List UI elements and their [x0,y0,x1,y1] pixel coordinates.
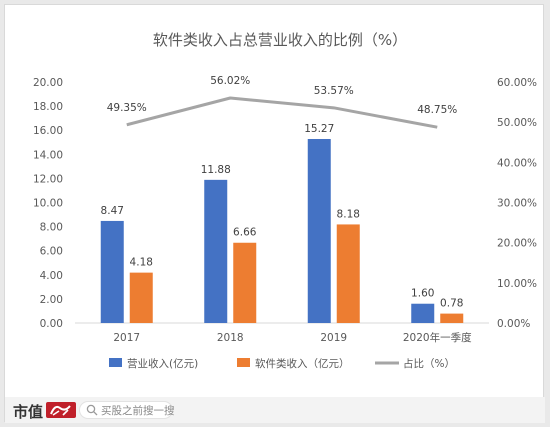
bar [129,272,153,323]
brand-logo [46,402,76,418]
chart-card: 软件类收入占总营业收入的比例（%） 0.00 2.00 4.00 6.00 8.00 10… [4,4,545,423]
legend-label: 占比（%） [403,357,455,370]
search-placeholder: 买股之前搜一搜 [101,405,175,417]
bar-data-label: 0.78 [440,298,463,310]
x-tick-label: 2020年一季度 [403,331,472,344]
y-left-tick-label: 0.00 [40,318,63,330]
bar [411,303,435,323]
y-right-tick-label: 40.00% [497,157,537,169]
bar-data-label: 6.66 [233,227,257,239]
chart: 软件类收入占总营业收入的比例（%） 0.00 2.00 4.00 6.00 8.00 10… [33,31,537,370]
bar-data-label: 11.88 [201,164,231,176]
bar-data-label: 8.47 [101,205,124,217]
y-left-tick-label: 18.00 [33,101,63,113]
y-left-tick-label: 6.00 [40,246,63,258]
y-left-tick-label: 16.00 [33,125,63,137]
y-right-tick-label: 20.00% [497,238,537,250]
line-data-label: 56.02% [210,75,250,87]
chart-title: 软件类收入占总营业收入的比例（%） [153,31,407,49]
bar [307,138,331,323]
y-right-tick-label: 50.00% [497,117,537,129]
bar [100,220,124,323]
y-right-tick-label: 0.00% [497,318,530,330]
y-left-tick-label: 10.00 [33,198,63,210]
y-left-tick-label: 14.00 [33,149,63,161]
x-tick-label: 2019 [320,332,347,344]
bar-data-label: 8.18 [337,208,360,220]
bar [204,179,228,323]
brand-name: 市值 [13,403,44,421]
bar [233,242,257,323]
y-right-tick-label: 10.00% [497,278,537,290]
legend-swatch [237,358,250,367]
bar [440,313,464,323]
line-data-label: 49.35% [107,102,147,114]
legend-label: 软件类收入（亿元） [255,357,350,370]
y-right-tick-label: 30.00% [497,198,537,210]
footer-bar: 市值 买股之前搜一搜 [5,397,545,423]
bar [336,224,360,323]
y-left-tick-label: 12.00 [33,173,63,185]
y-right-tick-label: 60.00% [497,77,537,89]
x-tick-label: 2017 [113,332,140,344]
line-data-label: 53.57% [314,85,354,97]
x-tick-label: 2018 [217,332,244,344]
y-left-tick-label: 4.00 [40,270,63,282]
line-data-label: 48.75% [417,104,457,116]
bar-data-label: 1.60 [411,288,434,300]
legend-label: 营业收入(亿元) [127,357,198,370]
y-left-tick-label: 8.00 [40,222,63,234]
line-series [126,96,438,129]
y-left-tick-label: 2.00 [40,294,63,306]
search-box[interactable]: 买股之前搜一搜 [79,401,175,419]
y-left-tick-label: 20.00 [33,77,63,89]
legend-swatch [109,358,122,367]
bar-data-label: 4.18 [130,257,153,269]
search-icon [86,404,98,416]
bar-data-label: 15.27 [304,123,334,135]
